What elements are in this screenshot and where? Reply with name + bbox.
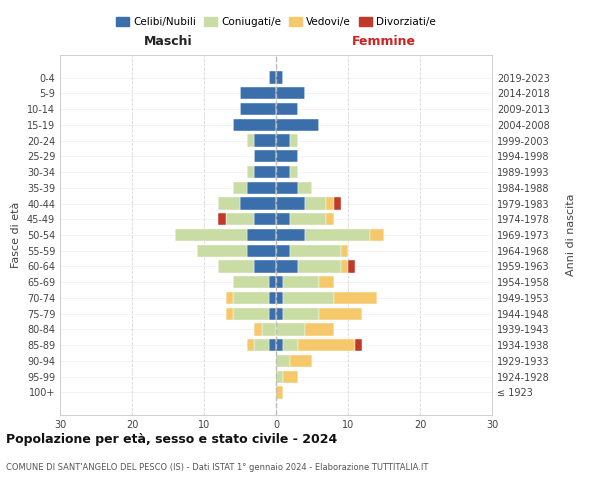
Bar — [276, 386, 283, 398]
Bar — [269, 72, 276, 84]
Bar — [247, 244, 276, 257]
Bar — [326, 198, 334, 209]
Bar — [276, 260, 298, 272]
Bar — [254, 134, 276, 146]
Text: Popolazione per età, sesso e stato civile - 2024: Popolazione per età, sesso e stato civil… — [6, 432, 337, 446]
Bar — [319, 276, 334, 288]
Y-axis label: Anni di nascita: Anni di nascita — [566, 194, 577, 276]
Bar — [240, 198, 276, 209]
Bar — [305, 198, 326, 209]
Bar — [283, 308, 319, 320]
Bar — [269, 308, 276, 320]
Bar — [290, 166, 298, 178]
Bar — [341, 244, 348, 257]
Text: Femmine: Femmine — [352, 35, 416, 48]
Bar — [334, 292, 377, 304]
Bar — [276, 370, 283, 383]
Bar — [276, 324, 305, 336]
Bar — [233, 292, 269, 304]
Bar — [283, 370, 298, 383]
Bar — [348, 260, 355, 272]
Bar — [247, 182, 276, 194]
Bar — [226, 308, 233, 320]
Bar — [254, 213, 276, 226]
Bar — [276, 308, 283, 320]
Bar — [276, 213, 290, 226]
Bar — [276, 134, 290, 146]
Bar — [305, 324, 334, 336]
Bar — [240, 103, 276, 115]
Bar — [218, 213, 226, 226]
Bar — [247, 339, 254, 351]
Bar — [283, 292, 334, 304]
Y-axis label: Fasce di età: Fasce di età — [11, 202, 21, 268]
Text: Maschi: Maschi — [143, 35, 193, 48]
Legend: Celibi/Nubili, Coniugati/e, Vedovi/e, Divorziati/e: Celibi/Nubili, Coniugati/e, Vedovi/e, Di… — [112, 12, 440, 31]
Bar — [276, 118, 319, 131]
Bar — [290, 355, 312, 367]
Bar — [290, 134, 298, 146]
Bar — [305, 229, 370, 241]
Bar — [254, 166, 276, 178]
Bar — [276, 103, 298, 115]
Bar — [355, 339, 362, 351]
Bar — [226, 292, 233, 304]
Bar — [254, 339, 269, 351]
Bar — [276, 150, 298, 162]
Bar — [247, 166, 254, 178]
Bar — [290, 213, 326, 226]
Bar — [319, 308, 362, 320]
Bar — [197, 244, 247, 257]
Bar — [290, 244, 341, 257]
Bar — [254, 150, 276, 162]
Bar — [269, 292, 276, 304]
Bar — [175, 229, 247, 241]
Bar — [370, 229, 384, 241]
Bar — [276, 166, 290, 178]
Bar — [276, 292, 283, 304]
Bar — [233, 276, 269, 288]
Text: COMUNE DI SANT'ANGELO DEL PESCO (IS) - Dati ISTAT 1° gennaio 2024 - Elaborazione: COMUNE DI SANT'ANGELO DEL PESCO (IS) - D… — [6, 462, 428, 471]
Bar — [298, 339, 355, 351]
Bar — [276, 87, 305, 100]
Bar — [298, 182, 312, 194]
Bar — [254, 260, 276, 272]
Bar — [240, 87, 276, 100]
Bar — [254, 324, 262, 336]
Bar — [226, 213, 254, 226]
Bar — [269, 276, 276, 288]
Bar — [276, 72, 283, 84]
Bar — [326, 213, 334, 226]
Bar — [233, 182, 247, 194]
Bar — [283, 276, 319, 288]
Bar — [262, 324, 276, 336]
Bar — [341, 260, 348, 272]
Bar — [276, 182, 298, 194]
Bar — [276, 229, 305, 241]
Bar — [233, 118, 276, 131]
Bar — [247, 229, 276, 241]
Bar — [276, 276, 283, 288]
Bar — [298, 260, 341, 272]
Bar — [334, 198, 341, 209]
Bar — [276, 198, 305, 209]
Bar — [283, 339, 298, 351]
Bar — [276, 244, 290, 257]
Bar — [218, 198, 240, 209]
Bar — [276, 355, 290, 367]
Bar — [269, 339, 276, 351]
Bar — [233, 308, 269, 320]
Bar — [247, 134, 254, 146]
Bar — [276, 339, 283, 351]
Bar — [218, 260, 254, 272]
